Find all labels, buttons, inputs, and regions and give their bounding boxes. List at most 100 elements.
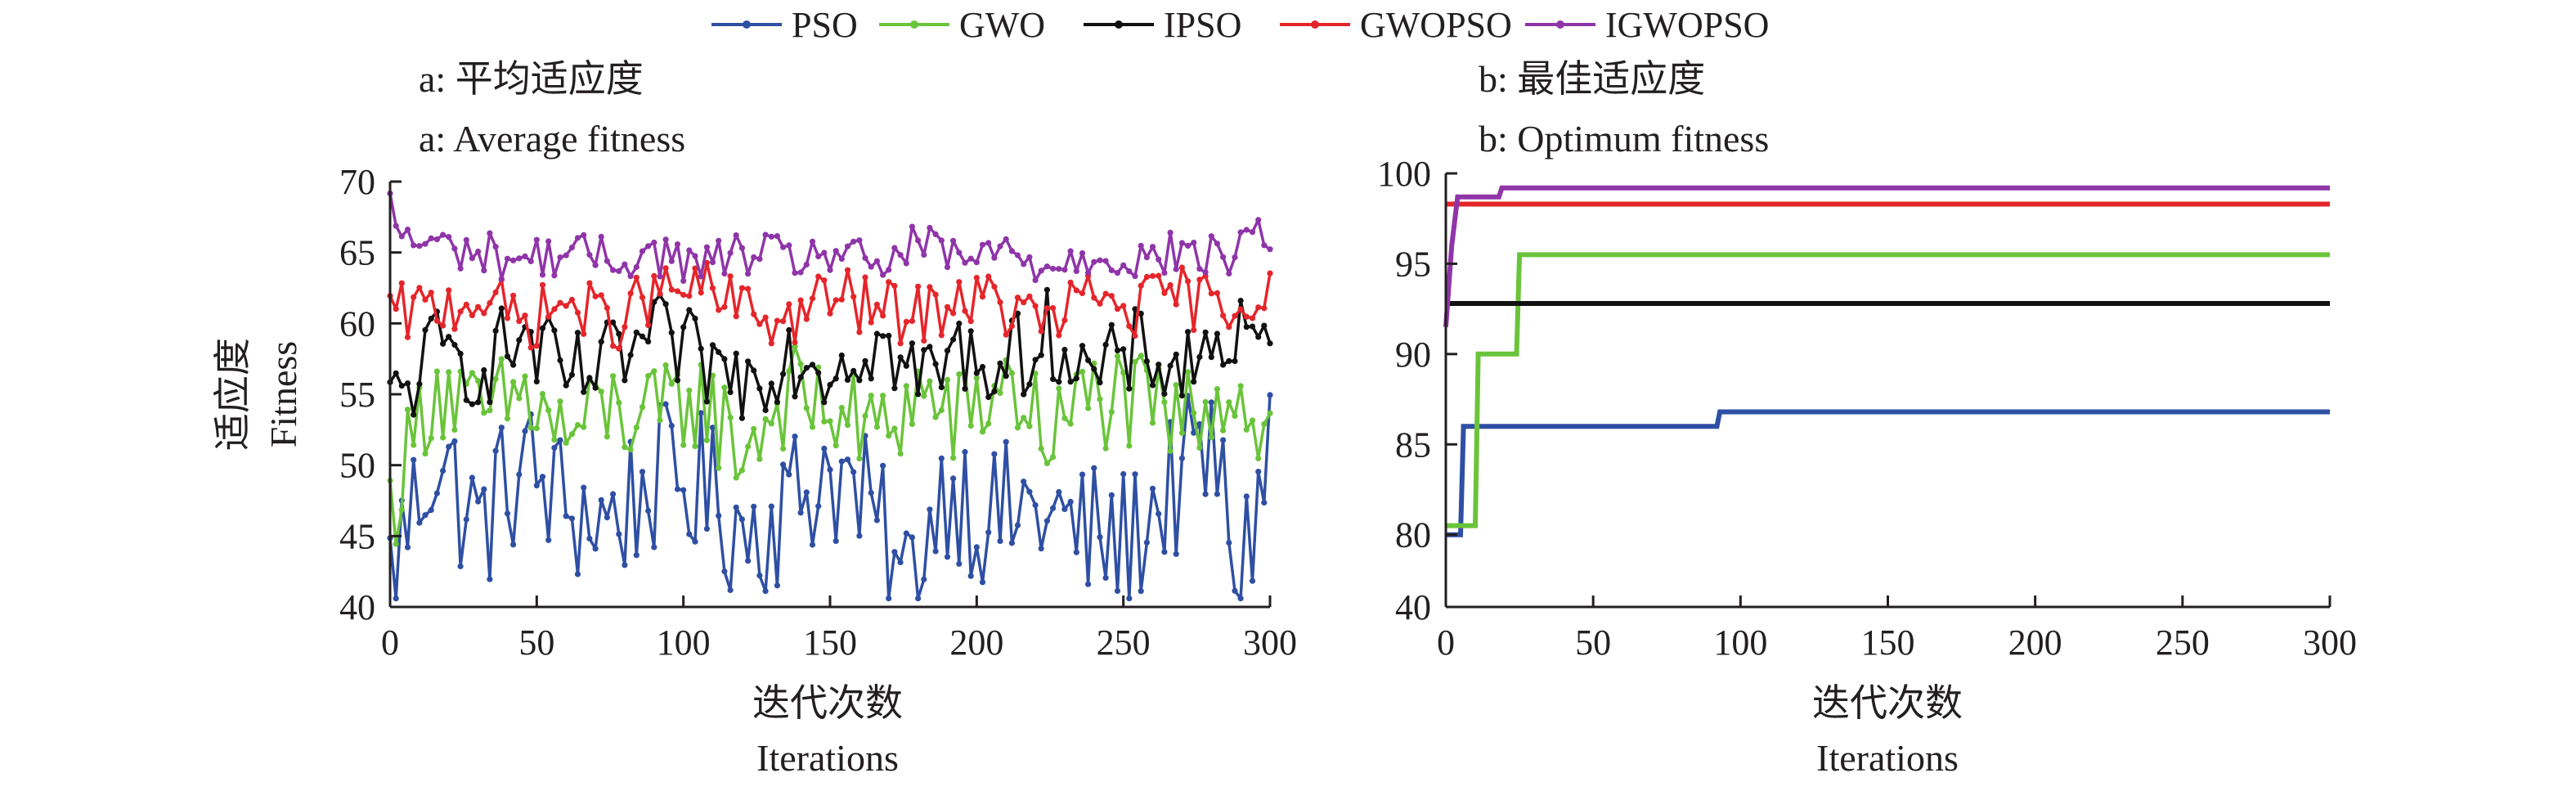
panel-a-point-pso bbox=[680, 487, 687, 493]
panel-a-point-gwopso bbox=[1243, 313, 1250, 320]
panel-a-point-igwopso bbox=[873, 258, 880, 264]
panel-a-point-igwopso bbox=[985, 240, 992, 246]
panel-a-point-gwopso bbox=[932, 291, 939, 298]
panel-a-point-pso bbox=[927, 506, 933, 513]
panel-a-point-igwopso bbox=[557, 254, 563, 261]
panel-a-point-igwopso bbox=[622, 261, 628, 267]
panel-a-point-igwopso bbox=[422, 240, 429, 247]
panel-a-point-ipso bbox=[1232, 357, 1238, 365]
panel-a-point-pso bbox=[1085, 581, 1092, 587]
panel-a-point-ipso bbox=[1191, 379, 1197, 385]
panel-a-point-pso bbox=[886, 595, 892, 602]
legend-marker-gwo bbox=[910, 20, 918, 29]
panel-a-point-gwo bbox=[1191, 410, 1197, 416]
panel-b-plot-area: 0 50 100 150 200 250 300 40 80 85 90 95 100 bbox=[1377, 154, 2357, 663]
panel-b-y-tick-label: 40 bbox=[1395, 587, 1431, 627]
panel-a-point-gwo bbox=[504, 416, 511, 422]
panel-a-point-gwo bbox=[1026, 423, 1033, 429]
panel-a-point-ipso bbox=[709, 342, 716, 348]
panel-a-point-pso bbox=[891, 549, 898, 555]
panel-a-point-ipso bbox=[586, 375, 593, 381]
panel-a-point-ipso bbox=[422, 326, 429, 333]
panel-a-point-gwo bbox=[938, 407, 945, 414]
panel-a-point-gwopso bbox=[563, 303, 569, 309]
panel-a-point-igwopso bbox=[610, 267, 617, 273]
panel-a-point-igwopso bbox=[680, 277, 687, 284]
panel-a-point-ipso bbox=[581, 389, 587, 395]
panel-a-point-ipso bbox=[780, 371, 787, 377]
panel-a-point-ipso bbox=[751, 367, 757, 374]
panel-a-point-gwo bbox=[709, 372, 716, 379]
panel-a-point-pso bbox=[991, 451, 998, 457]
panel-a-point-gwopso bbox=[698, 290, 704, 296]
panel-a-point-pso bbox=[604, 515, 611, 521]
panel-a-point-gwopso bbox=[780, 318, 787, 325]
panel-a-point-gwo bbox=[539, 390, 546, 398]
panel-a-point-pso bbox=[1208, 399, 1214, 406]
panel-a-point-ipso bbox=[768, 380, 774, 387]
panel-a-point-pso bbox=[727, 587, 734, 594]
panel-a-point-gwopso bbox=[1237, 306, 1244, 312]
panel-a-point-igwopso bbox=[616, 267, 622, 274]
panel-a-point-gwo bbox=[1267, 410, 1273, 416]
panel-a-point-ipso bbox=[809, 362, 816, 368]
panel-a-point-ipso bbox=[1091, 366, 1097, 372]
panel-a-point-ipso bbox=[651, 299, 657, 305]
panel-a-point-ipso bbox=[821, 399, 828, 406]
panel-a-point-gwo bbox=[762, 416, 769, 422]
panel-a-point-igwopso bbox=[533, 236, 540, 243]
panel-a-point-ipso bbox=[1249, 323, 1256, 330]
panel-a-point-pso bbox=[751, 503, 757, 510]
panel-a-point-igwopso bbox=[469, 255, 476, 262]
panel-a-point-ipso bbox=[428, 315, 434, 322]
panel-a-point-gwopso bbox=[768, 340, 774, 347]
panel-a-point-gwopso bbox=[1050, 304, 1057, 312]
panel-a-point-igwopso bbox=[492, 244, 499, 250]
panel-a-point-pso bbox=[598, 497, 604, 503]
panel-a-point-gwopso bbox=[1102, 290, 1109, 297]
panel-a-point-gwo bbox=[598, 389, 604, 395]
panel-a-point-gwopso bbox=[481, 310, 487, 317]
panel-a-point-ipso bbox=[1167, 362, 1174, 369]
panel-a-point-ipso bbox=[463, 397, 469, 403]
panel-a-point-gwo bbox=[481, 410, 487, 416]
panel-a-point-igwopso bbox=[1220, 254, 1227, 260]
panel-b-y-tick-label: 80 bbox=[1395, 515, 1431, 555]
panel-a-point-gwopso bbox=[422, 296, 429, 303]
panel-a-point-gwopso bbox=[469, 312, 476, 319]
panel-a-point-igwopso bbox=[1032, 276, 1039, 284]
panel-a-point-gwopso bbox=[416, 285, 423, 291]
panel-a-point-ipso bbox=[962, 385, 968, 392]
panel-a-point-gwopso bbox=[539, 281, 546, 288]
panel-a-point-ipso bbox=[1108, 321, 1115, 328]
panel-a-point-gwo bbox=[786, 368, 792, 375]
panel-a-point-igwopso bbox=[475, 248, 482, 255]
panel-a-point-gwopso bbox=[797, 297, 804, 303]
panel-a-point-pso bbox=[1249, 578, 1256, 584]
panel-b-y-tick-label: 90 bbox=[1395, 335, 1431, 375]
panel-a-point-igwopso bbox=[921, 251, 927, 258]
panel-a-point-igwopso bbox=[944, 264, 951, 271]
panel-a-point-pso bbox=[633, 552, 640, 559]
panel-a-point-pso bbox=[973, 544, 980, 551]
panel-a-point-ipso bbox=[622, 377, 628, 384]
panel-a-point-gwo bbox=[1167, 447, 1174, 455]
panel-a-point-gwopso bbox=[1003, 331, 1009, 338]
panel-a-point-gwopso bbox=[651, 272, 657, 279]
panel-a-point-igwopso bbox=[645, 243, 652, 249]
panel-a-point-gwopso bbox=[832, 297, 839, 303]
panel-a-point-pso bbox=[897, 559, 904, 566]
panel-a-point-ipso bbox=[703, 398, 711, 405]
panel-a-point-gwopso bbox=[1032, 303, 1039, 309]
panel-a-point-gwopso bbox=[1043, 305, 1050, 312]
panel-a-point-pso bbox=[545, 537, 552, 543]
panel-a-point-pso bbox=[809, 542, 816, 548]
panel-a-point-gwopso bbox=[510, 292, 517, 299]
panel-a-point-pso bbox=[510, 542, 517, 548]
panel-a-point-ipso bbox=[1161, 390, 1168, 398]
panel-a-point-ipso bbox=[1102, 341, 1109, 348]
panel-a-point-ipso bbox=[903, 362, 909, 369]
panel-a-point-gwo bbox=[545, 407, 552, 413]
panel-a-point-igwopso bbox=[745, 271, 752, 277]
panel-b-xlabel-en: Iterations bbox=[1816, 737, 1959, 779]
